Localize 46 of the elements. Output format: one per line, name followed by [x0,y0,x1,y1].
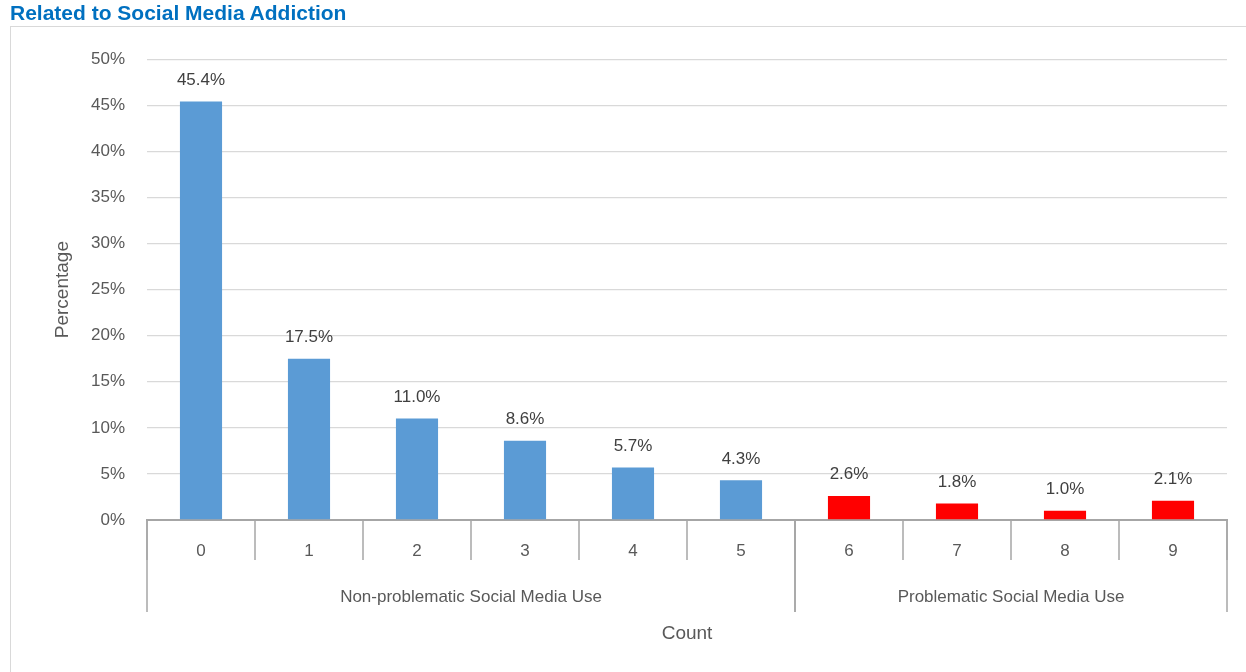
data-label: 2.1% [1153,468,1193,488]
text: Problematic Social Media Use [897,586,1125,606]
data-label: 2.6% [829,464,869,484]
bar [1043,510,1087,520]
bar [503,440,547,520]
bar [1151,500,1195,520]
x-tick-label: 5 [736,540,746,560]
data-label: 8.6% [505,408,545,428]
data-label: 1.8% [937,471,977,491]
y-tick-label: 10% [90,417,125,437]
data-label: 17.5% [284,326,334,346]
data-label: 11.0% [393,386,441,406]
y-tick-label: 50% [90,48,125,68]
x-tick-label: 3 [520,540,530,560]
y-tick-label: 45% [90,94,125,114]
x-tick-label: 4 [628,540,638,560]
bar [719,480,763,520]
bar [287,358,331,520]
y-tick-label: 35% [90,187,125,207]
x-tick-label: 1 [304,540,314,560]
bar [827,496,871,520]
y-tick-label: 0% [100,509,125,529]
x-tick-label: 8 [1060,540,1070,560]
y-tick-label: 25% [90,279,125,299]
y-tick-label: 20% [90,325,125,345]
data-label: 5.7% [613,435,653,455]
y-tick-label: 30% [90,233,125,253]
x-tick-label: 2 [412,540,422,560]
x-tick-label: 0 [196,540,206,560]
bar [179,101,223,520]
y-tick-label: 5% [100,463,125,483]
data-label: 45.4% [176,69,226,89]
y-tick-label: 40% [90,141,125,161]
x-tick-label: 7 [952,540,962,560]
data-label: 4.3% [721,448,761,468]
bar [611,467,655,520]
x-tick-label: 9 [1168,540,1178,560]
x-tick-label: 6 [844,540,854,560]
bar [395,418,439,520]
chart-title: Related to Social Media Addiction [10,1,347,25]
y-tick-label: 15% [90,371,125,391]
x-axis-title: Count [661,621,714,643]
bar [935,503,979,520]
data-label: 1.0% [1045,478,1085,498]
y-axis-title: Percentage [50,241,72,339]
text: Non-problematic Social Media Use [340,586,602,606]
